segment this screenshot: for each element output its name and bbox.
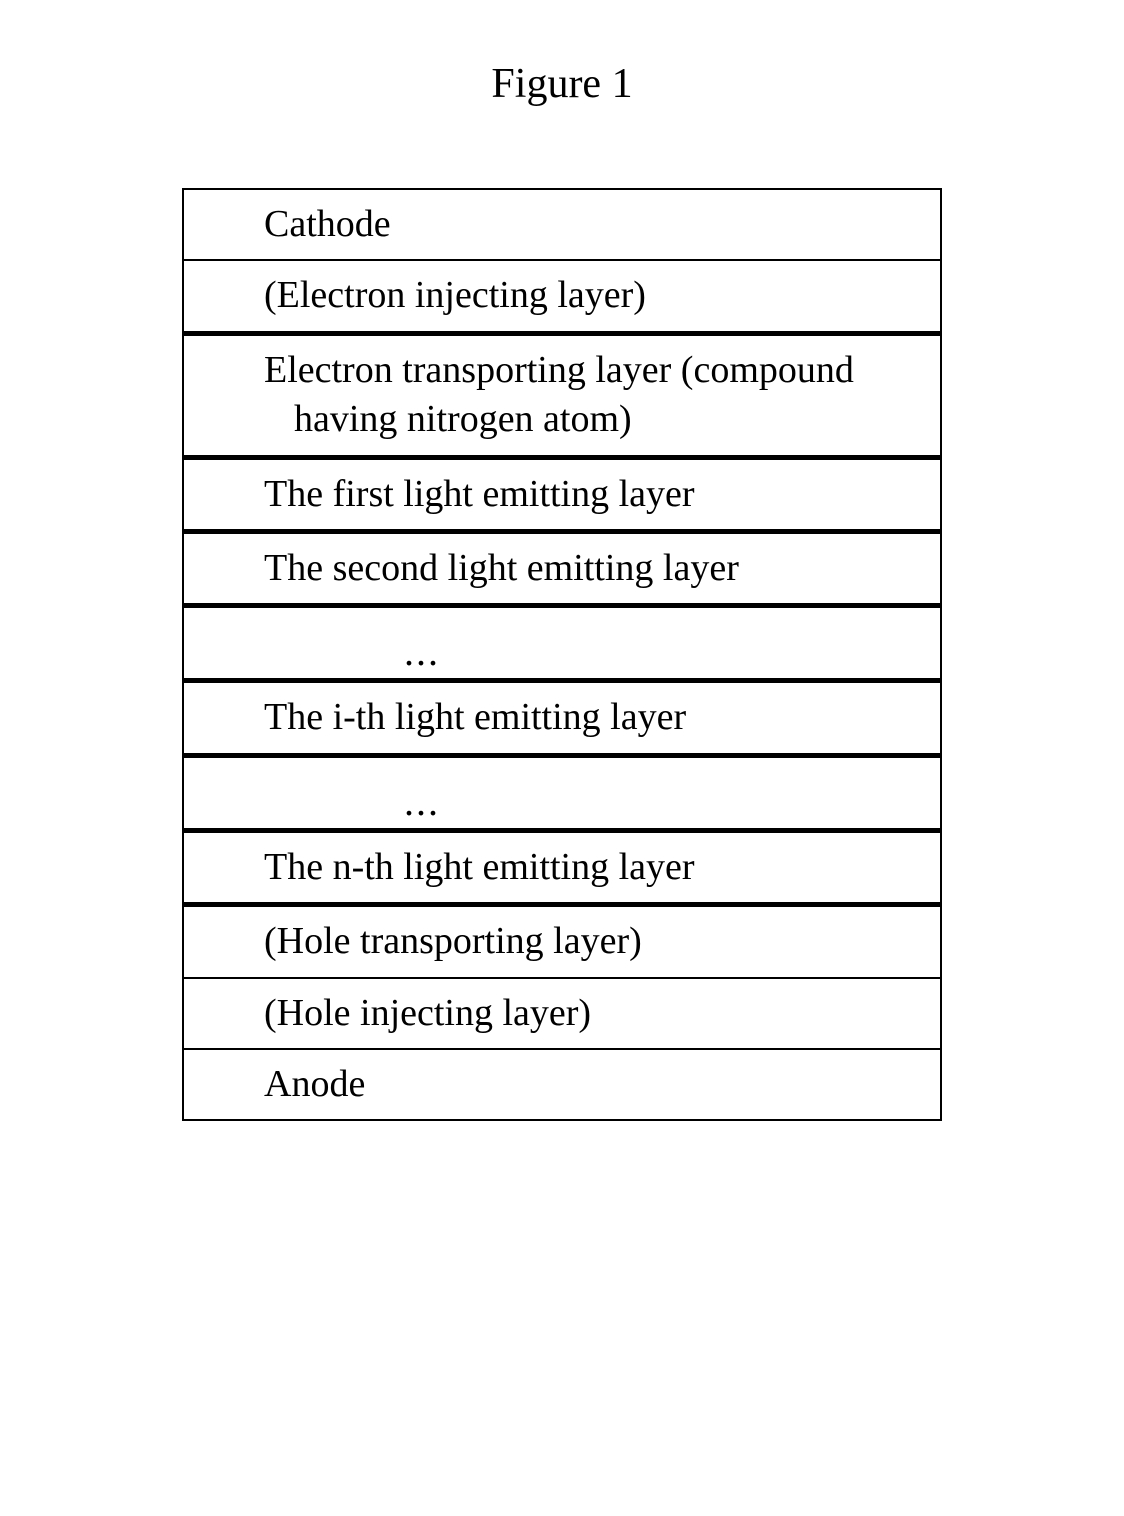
- layer-stack: Cathode (Electron injecting layer) Elect…: [182, 188, 942, 1121]
- layer-hole-transporting: (Hole transporting layer): [184, 902, 940, 976]
- layer-anode: Anode: [184, 1048, 940, 1119]
- figure-title: Figure 1: [40, 60, 1084, 108]
- layer-nth-light-emitting: The n-th light emitting layer: [184, 828, 940, 902]
- layer-ellipsis-1: ...: [184, 603, 940, 678]
- layer-cathode: Cathode: [184, 188, 940, 259]
- layer-ith-light-emitting: The i-th light emitting layer: [184, 678, 940, 752]
- layer-electron-transporting: Electron transporting layer (compound ha…: [184, 331, 940, 455]
- layer-second-light-emitting: The second light emitting layer: [184, 529, 940, 603]
- layer-hole-injecting: (Hole injecting layer): [184, 977, 940, 1048]
- layer-electron-injecting: (Electron injecting layer): [184, 259, 940, 330]
- layer-first-light-emitting: The first light emitting layer: [184, 455, 940, 529]
- layer-ellipsis-2: ...: [184, 753, 940, 828]
